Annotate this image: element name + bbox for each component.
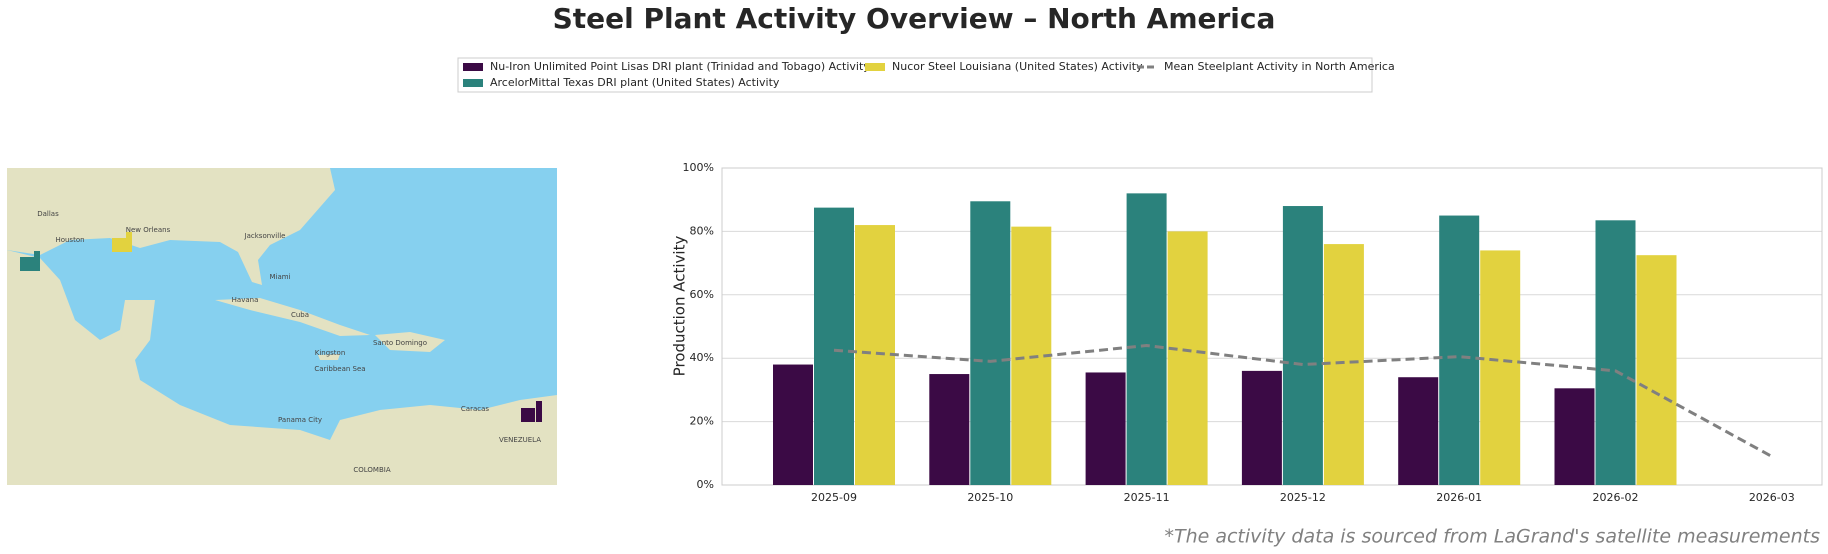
x-tick-label: 2026-02: [1593, 491, 1639, 504]
y-axis-label: Production Activity: [671, 236, 689, 377]
bar: [1480, 250, 1521, 485]
bar: [773, 364, 813, 485]
bar: [1636, 255, 1677, 485]
map-land: [7, 168, 335, 285]
legend-label: Mean Steelplant Activity in North Americ…: [1164, 60, 1395, 73]
plant-marker: [521, 401, 542, 422]
legend-label: Nucor Steel Louisiana (United States) Ac…: [892, 60, 1143, 73]
x-tick-label: 2026-01: [1436, 491, 1482, 504]
chart-title: Steel Plant Activity Overview – North Am…: [553, 2, 1276, 35]
bar: [970, 201, 1011, 485]
bar: [1085, 372, 1126, 485]
plant-marker: [112, 232, 132, 252]
bar: [1282, 206, 1323, 486]
y-tick-label: 80%: [690, 224, 714, 237]
map-land: [215, 298, 370, 336]
map-label: Caribbean Sea: [314, 365, 365, 373]
map: [7, 168, 557, 485]
legend-box: [457, 57, 1373, 93]
map-label: Caracas: [461, 405, 489, 413]
x-tick-label: 2025-09: [811, 491, 857, 504]
map-label: VENEZUELA: [499, 436, 541, 444]
bar: [814, 207, 854, 485]
map-label: Santo Domingo: [373, 339, 427, 347]
map-label: Havana: [232, 296, 259, 304]
x-tick-label: 2025-10: [967, 491, 1013, 504]
bar: [855, 225, 895, 485]
footnote: *The activity data is sourced from LaGra…: [1164, 526, 1820, 548]
legend-label: ArcelorMittal Texas DRI plant (United St…: [490, 76, 780, 89]
legend-swatch: [463, 79, 483, 87]
bar: [1126, 193, 1167, 486]
bar: [1398, 377, 1439, 485]
bar: [1554, 388, 1595, 485]
map-label: New Orleans: [126, 226, 171, 234]
map-label: Dallas: [37, 210, 59, 218]
map-label: COLOMBIA: [353, 466, 390, 474]
map-label: Jacksonville: [244, 232, 286, 240]
x-tick-label: 2026-03: [1749, 491, 1795, 504]
map-label: Panama City: [278, 416, 322, 424]
legend-swatch: [463, 63, 483, 71]
map-land: [318, 354, 340, 360]
map-land: [375, 332, 445, 352]
y-tick-label: 40%: [690, 351, 714, 364]
bar: [929, 374, 970, 485]
map-label: Cuba: [291, 311, 309, 319]
map-label: Kingston: [315, 349, 346, 357]
map-land: [7, 250, 557, 485]
y-tick-label: 20%: [690, 415, 714, 428]
y-tick-label: 60%: [690, 288, 714, 301]
plant-marker: [20, 251, 40, 271]
mean-line: [833, 344, 1773, 458]
bar: [1439, 215, 1480, 486]
x-tick-label: 2025-11: [1124, 491, 1170, 504]
y-tick-label: 100%: [683, 161, 714, 174]
legend-label: Nu-Iron Unlimited Point Lisas DRI plant …: [490, 60, 870, 73]
map-label: Miami: [269, 273, 290, 281]
bar: [1167, 231, 1208, 485]
map-label: Houston: [55, 236, 84, 244]
legend-swatch: [865, 63, 885, 71]
x-tick-label: 2025-12: [1280, 491, 1326, 504]
y-tick-label: 0%: [697, 478, 714, 491]
bar: [1241, 370, 1282, 485]
bar: [1595, 220, 1636, 485]
